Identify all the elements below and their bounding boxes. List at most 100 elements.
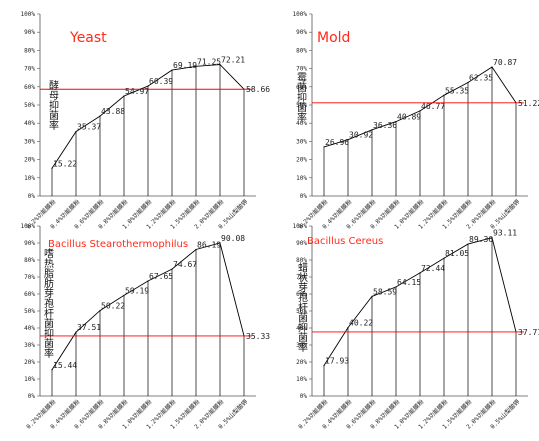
data-label: 30.92 [349,131,373,140]
data-point [171,268,173,270]
y-tick-label: 40% [296,325,307,332]
y-tick-label: 70% [24,274,35,281]
data-label: 51.22 [518,99,539,108]
data-label: 69.19 [173,61,197,70]
data-point [195,248,197,251]
data-label: 71.25 [197,57,221,66]
data-point [347,327,349,329]
data-label: 86.19 [197,240,221,249]
y-tick-label: 100% [293,223,308,230]
y-tick-label: 90% [24,240,35,247]
y-tick-label: 100% [293,11,308,18]
data-label: 72.44 [421,264,445,273]
data-point [99,310,101,312]
y-tick-label: 60% [24,84,35,91]
y-tick-label: 90% [296,29,307,36]
data-label: 35.37 [77,123,101,132]
y-axis-label: 蜡状芽孢杆菌抑菌率 [296,262,308,353]
y-tick-label: 70% [296,274,307,281]
data-label: 15.22 [53,159,77,168]
data-label: 37.51 [77,323,101,332]
data-point [123,294,125,296]
y-tick-label: 50% [296,102,307,109]
y-tick-label: 50% [296,308,307,315]
data-point [195,65,197,67]
data-point [323,364,325,367]
data-label: 93.11 [493,229,517,238]
data-label: 15.44 [53,361,77,370]
y-tick-label: 90% [24,29,35,36]
data-point [75,331,77,333]
data-label: 55.35 [445,86,469,95]
data-label: 62.35 [469,74,493,83]
y-tick-label: 20% [24,157,35,164]
y-tick-label: 40% [24,325,35,332]
y-tick-label: 10% [24,175,35,182]
data-label: 40.89 [397,113,421,122]
y-tick-label: 0% [300,193,308,200]
data-label: 64.15 [397,278,421,287]
data-point [443,257,445,259]
data-point [467,243,469,245]
data-label: 46.77 [421,102,445,111]
y-tick-label: 20% [296,157,307,164]
y-tick-label: 70% [24,66,35,73]
data-label: 89.36 [469,235,493,244]
y-tick-label: 30% [24,342,35,349]
y-tick-label: 80% [296,47,307,54]
data-label: 26.96 [325,138,349,147]
y-tick-label: 70% [296,66,307,73]
data-label: 58.59 [373,287,397,296]
chart-title: Yeast [69,30,107,46]
data-point [491,237,493,239]
data-label: 17.93 [325,357,349,366]
data-label: 72.21 [221,56,245,65]
data-point [75,131,77,133]
y-tick-label: 30% [296,342,307,349]
y-tick-label: 50% [24,308,35,315]
y-tick-label: 30% [296,138,307,145]
data-point [99,115,101,117]
chart-title: Mold [317,30,350,46]
y-tick-label: 100% [21,223,36,230]
y-tick-label: 20% [296,359,307,366]
y-tick-label: 30% [24,138,35,145]
data-label: 36.36 [373,121,397,130]
y-tick-label: 10% [24,376,35,383]
y-tick-label: 0% [28,193,36,200]
data-point [395,120,397,123]
chart-panel-1: 0% 10% 20% 30% 40% 50% 60% 70% 80% 90% 100% 15.22 35… [21,11,271,231]
data-point [467,81,469,84]
data-label: 67.65 [149,272,173,281]
y-tick-label: 100% [21,11,36,18]
data-label: 81.05 [445,249,469,258]
y-tick-label: 60% [24,291,35,298]
chart-title: Bacillus Cereus [307,236,383,247]
chart-panel-4: 0% 10% 20% 30% 40% 50% 60% 70% 80% 90% 100% 17.93 40… [293,223,539,431]
y-tick-label: 50% [24,102,35,109]
data-point [123,95,125,97]
data-label: 40.22 [349,319,373,328]
chart-panel-3: 0% 10% 20% 30% 40% 50% 60% 70% 80% 90% 100% 15.44 37… [21,223,271,431]
y-tick-label: 0% [300,393,308,400]
data-label: 90.08 [221,234,245,243]
y-tick-label: 10% [296,175,307,182]
y-axis-label: 霉菌抑菌率 [295,72,307,123]
chart-panel-2: 0% 10% 20% 30% 40% 50% 60% 70% 80% 90% 100% 26.9630… [293,11,539,231]
data-label: 70.87 [493,58,517,67]
data-label: 35.33 [246,332,270,341]
data-point [147,280,149,282]
data-label: 50.22 [101,302,125,311]
data-point [219,242,221,244]
y-tick-label: 60% [296,291,307,298]
data-point [323,146,325,148]
data-label: 37.71 [518,328,539,337]
y-tick-label: 0% [28,393,36,400]
chart-title: Bacillus Stearothermophilus [48,239,188,250]
data-point [491,66,493,68]
data-label: 74.67 [173,260,197,269]
data-label: 60.39 [149,77,173,86]
y-tick-label: 40% [296,120,307,127]
y-axis-label: 嗜热脂肪芽孢杆菌抑菌率 [42,248,54,359]
